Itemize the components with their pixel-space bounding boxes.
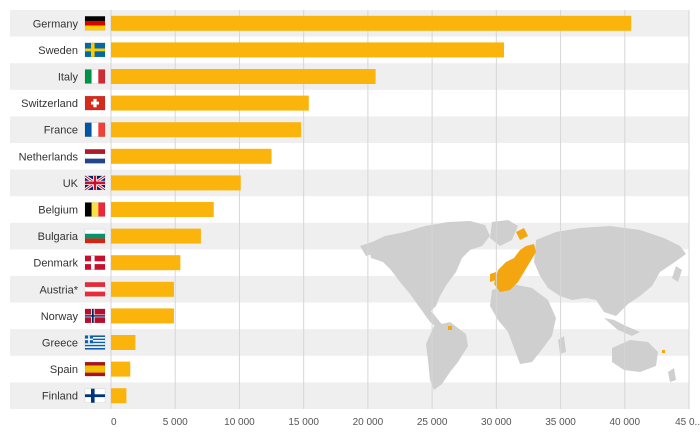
- flag-spain-icon: [84, 361, 106, 377]
- bar-finland: [111, 388, 127, 404]
- category-label: Belgium: [38, 205, 78, 217]
- category-label: Denmark: [33, 258, 78, 270]
- world-map-background: [360, 220, 686, 390]
- category-label: Bulgaria: [38, 231, 79, 243]
- category-label: Sweden: [38, 45, 78, 57]
- bar-sweden: [111, 42, 505, 58]
- flags: [84, 16, 106, 403]
- bar-austria: [111, 281, 174, 297]
- category-label: Greece: [42, 338, 78, 350]
- bar-italy: [111, 69, 376, 84]
- flag-norway-icon: [84, 308, 106, 324]
- bar-spain: [111, 361, 131, 377]
- x-tick-label: 5 000: [163, 417, 188, 428]
- bar-belgium: [111, 202, 214, 217]
- x-tick-label: 0: [111, 417, 117, 428]
- flag-austria-icon: [84, 282, 106, 297]
- category-label: Spain: [50, 364, 78, 376]
- flag-netherlands-icon: [84, 149, 106, 164]
- flag-france-icon: [84, 122, 106, 137]
- category-label: Netherlands: [19, 151, 79, 163]
- category-labels: Germany Sweden Italy Switzerland France Nethe…: [19, 18, 79, 402]
- flag-finland-icon: [84, 388, 106, 403]
- category-label: France: [44, 125, 78, 137]
- bar-bulgaria: [111, 228, 201, 244]
- x-tick-label: 40 000: [609, 417, 640, 428]
- x-tick-label: 20 000: [353, 417, 384, 428]
- bar-switzerland: [111, 95, 309, 111]
- bar-germany: [111, 15, 632, 31]
- flag-greece-icon: [84, 335, 106, 350]
- flag-denmark-icon: [84, 255, 106, 270]
- flag-germany-icon: [84, 16, 106, 31]
- bar-netherlands: [111, 148, 272, 164]
- category-label: Italy: [58, 72, 79, 84]
- bars: [111, 15, 632, 404]
- x-axis-ticks: 0 5 000 10 000 15 000 20 000 25 000 30 000 35 0…: [111, 417, 700, 428]
- bar-denmark: [111, 255, 181, 271]
- category-label: Austria*: [39, 284, 78, 296]
- category-label: UK: [63, 178, 79, 190]
- category-label: Norway: [41, 311, 79, 323]
- bar-greece: [111, 335, 136, 350]
- bar-norway: [111, 308, 174, 324]
- flag-bulgaria-icon: [84, 228, 106, 244]
- x-tick-label: 25 000: [417, 417, 448, 428]
- category-label: Switzerland: [21, 98, 78, 110]
- x-tick-label: 10 000: [224, 417, 255, 428]
- flag-belgium-icon: [84, 202, 106, 217]
- flag-italy-icon: [84, 69, 106, 84]
- category-label: Germany: [33, 18, 79, 30]
- category-label: Finland: [42, 391, 78, 403]
- bar-france: [111, 122, 302, 138]
- x-tick-label: 15 000: [288, 417, 319, 428]
- x-tick-label: 30 000: [481, 417, 512, 428]
- x-tick-label: 45 0...: [675, 417, 700, 428]
- flag-sweden-icon: [84, 42, 106, 58]
- x-tick-label: 35 000: [545, 417, 576, 428]
- bar-uk: [111, 175, 241, 191]
- flag-uk-icon: [84, 174, 106, 192]
- flag-switzerland-icon: [84, 95, 106, 111]
